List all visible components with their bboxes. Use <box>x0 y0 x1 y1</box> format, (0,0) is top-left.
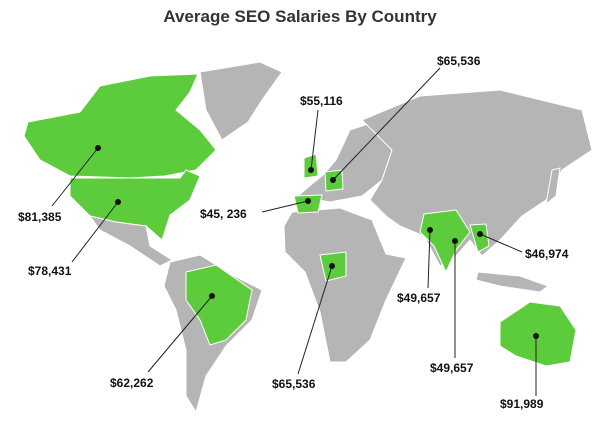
marker-dot <box>115 199 121 205</box>
salary-markers: $81,385 $78,431 $55,116 $65,536 $45, 236 $49,… <box>18 54 569 411</box>
marker-dot <box>477 231 483 237</box>
brazil <box>185 264 253 346</box>
salary-label: $65,536 <box>272 377 316 391</box>
leader-line <box>427 229 431 289</box>
title: Average SEO Salaries By Country <box>163 7 437 26</box>
leader-line <box>71 201 119 263</box>
salary-label: $46,974 <box>525 247 569 261</box>
indonesia <box>475 271 550 293</box>
salary-label: $49,657 <box>397 291 441 305</box>
leader-line <box>261 200 309 213</box>
canada <box>23 73 217 179</box>
marker-dot <box>329 263 335 269</box>
usa <box>69 169 201 241</box>
marker-dot <box>452 238 458 244</box>
salary-label: $65,536 <box>437 54 481 68</box>
japan <box>545 167 561 206</box>
world-map <box>23 61 593 414</box>
marker-dot <box>305 198 311 204</box>
marker-dot <box>330 177 336 183</box>
leader-line <box>310 109 319 171</box>
salary-label: $55,116 <box>300 94 343 108</box>
africa <box>283 207 407 363</box>
asia <box>361 89 593 267</box>
salary-label: $45, 236 <box>200 207 247 221</box>
leader-line <box>297 265 333 375</box>
india <box>419 209 471 274</box>
marker-dot <box>95 145 101 151</box>
salary-label: $49,657 <box>430 361 474 375</box>
myanmar <box>469 223 490 253</box>
marker-dot <box>209 293 215 299</box>
leader-line <box>332 67 441 181</box>
mexico <box>88 215 174 267</box>
leader-line <box>51 147 99 207</box>
marker-dot <box>308 167 314 173</box>
salary-label: $78,431 <box>28 264 72 278</box>
leader-line <box>479 233 523 253</box>
marker-dot <box>533 333 539 339</box>
greenland <box>199 61 283 141</box>
salary-label: $91,989 <box>500 397 544 411</box>
salary-label: $62,262 <box>110 376 154 390</box>
leader-line <box>147 295 213 373</box>
salary-label: $81,385 <box>18 210 62 224</box>
marker-dot <box>427 227 433 233</box>
